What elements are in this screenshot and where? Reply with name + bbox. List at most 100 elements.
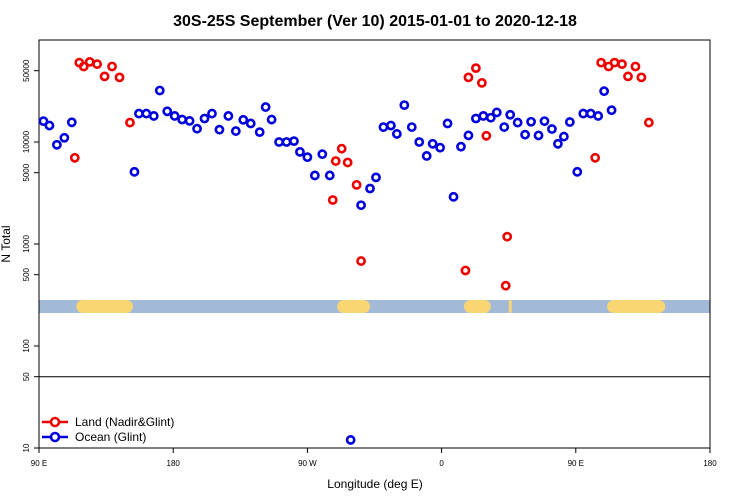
land-point [643, 117, 654, 128]
ocean-point [238, 114, 249, 125]
ocean-point [547, 124, 557, 134]
land-point [342, 157, 353, 168]
ocean-point [129, 166, 140, 177]
land-point [590, 152, 601, 163]
ocean-point [266, 114, 277, 125]
land-point [596, 57, 607, 68]
ocean-point [260, 102, 271, 112]
land-segment [508, 300, 512, 313]
ocean-point [317, 149, 328, 160]
ocean-point [324, 170, 335, 181]
land-point [336, 143, 347, 154]
ocean-point [281, 137, 292, 147]
ocean-point [356, 200, 366, 211]
land-point [460, 265, 471, 276]
ocean-point [214, 124, 225, 135]
land-point [78, 61, 89, 72]
land-point [107, 61, 117, 72]
ocean-point [442, 118, 453, 129]
land-point [330, 156, 341, 166]
plot-frame [38, 39, 711, 449]
ocean-point [448, 191, 459, 202]
ocean-point [599, 86, 610, 97]
ocean-point [230, 126, 241, 136]
land-point [617, 59, 627, 70]
ocean-point [207, 108, 217, 119]
land-point [502, 231, 513, 242]
ocean-point [512, 117, 523, 128]
ocean-point [134, 108, 144, 119]
y-tick-label: 5000 [22, 163, 31, 181]
land-point [351, 179, 362, 190]
ocean-point [499, 122, 510, 132]
land-point [356, 256, 366, 266]
land-segment [337, 300, 371, 313]
y-tick-label: 1000 [22, 235, 31, 253]
land-point [327, 195, 338, 205]
data-points [38, 56, 654, 445]
ocean-point [223, 111, 234, 121]
ocean-point [371, 172, 381, 183]
x-axis-label: Longitude (deg E) [327, 477, 422, 491]
ocean-point [141, 108, 152, 119]
ocean-point [456, 141, 466, 152]
legend-ocean-label: Ocean (Glint) [75, 430, 146, 444]
ocean-point [59, 132, 70, 143]
ocean-point [302, 152, 313, 163]
ocean-point [66, 117, 77, 128]
ocean-point [606, 105, 617, 116]
x-tick-label: 90 E [31, 459, 47, 468]
ocean-point [593, 111, 604, 121]
x-tick-label: 90 W [298, 459, 317, 468]
y-tick-label: 10000 [22, 130, 31, 153]
y-axis-label: N Total [0, 225, 13, 262]
land-point [463, 72, 474, 83]
ocean-point [572, 166, 583, 177]
ocean-point [564, 117, 575, 127]
land-segment [463, 300, 491, 313]
legend-land-marker [49, 416, 61, 428]
surface-band [39, 300, 710, 313]
ocean-point [378, 122, 389, 132]
ocean-point [399, 100, 410, 111]
x-tick-label: 0 [439, 459, 444, 468]
ocean-point [414, 137, 425, 147]
ocean-point [539, 116, 550, 127]
ocean-point [421, 151, 432, 161]
y-tick-label: 10 [22, 443, 31, 452]
legend-item-ocean: Ocean (Glint) [42, 430, 146, 444]
land-point [630, 61, 641, 72]
ocean-point [406, 122, 417, 132]
ocean-point [192, 123, 202, 134]
ocean-point [154, 85, 165, 96]
ocean-point [505, 109, 516, 120]
ocean-point [391, 129, 402, 139]
ocean-point [585, 108, 596, 119]
land-point [636, 72, 647, 83]
y-tick-label: 50000 [22, 59, 31, 82]
ocean-point [199, 113, 210, 124]
ocean-band [39, 300, 710, 313]
land-point [125, 117, 135, 128]
land-point [84, 56, 95, 67]
x-tick-label: 180 [703, 459, 717, 468]
ocean-point [478, 111, 489, 121]
ocean-point [578, 108, 589, 119]
y-tick-label: 500 [22, 267, 31, 281]
ocean-point [520, 129, 531, 140]
ocean-point [435, 142, 446, 153]
legend: Land (Nadir&Glint) Ocean (Glint) [42, 415, 174, 444]
land-point [623, 71, 633, 82]
legend-item-land: Land (Nadir&Glint) [42, 415, 174, 429]
ocean-point [177, 114, 188, 125]
ocean-point [558, 131, 569, 142]
ocean-point [295, 146, 305, 157]
land-point [500, 280, 511, 291]
ocean-point [553, 138, 563, 149]
land-segment [607, 300, 666, 313]
ocean-point [427, 138, 438, 149]
ocean-point [148, 111, 159, 121]
x-axis: 90 E 180 90 W 0 90 E 180 [31, 448, 717, 468]
ocean-point [169, 111, 180, 121]
